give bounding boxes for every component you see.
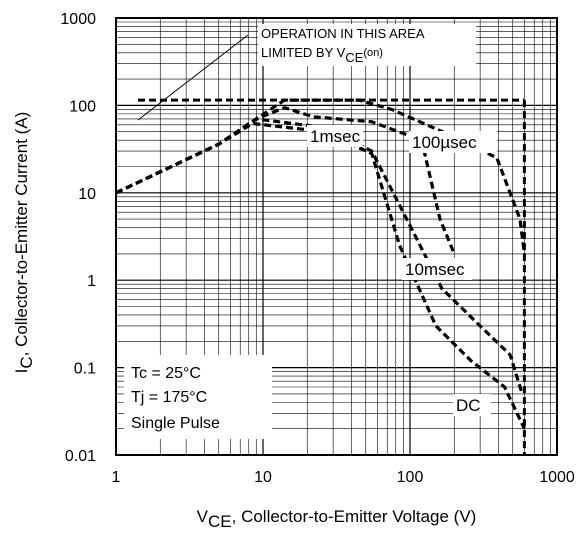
y-axis-title-main: I [12,369,31,374]
x-axis-title-main: V [197,507,209,526]
condition-tc: Tc = 25°C [131,365,201,382]
series-label-1ms: 1msec [310,127,361,146]
plot-frame [115,17,558,456]
annotation-line-2: LIMITED BY VCE(on) [261,45,383,65]
y-tick-label: 1 [87,273,96,290]
y-tick-label: 10 [78,186,96,203]
y-axis-title-subscript: C [17,356,36,368]
series-label-10ms: 10msec [405,260,465,279]
series-line-1 [115,106,456,255]
y-axis-title-rest: , Collector-to-Emitter Current (A) [12,112,31,357]
annotation-box [258,24,476,66]
series-line-3 [115,121,526,430]
annotation-leader-line [137,34,249,121]
limit-lines [138,98,526,455]
y-tick-label: 0.01 [65,448,96,465]
annotation-line-1: OPERATION IN THIS AREA [261,26,425,41]
x-axis-title-subscript: CE [208,512,232,531]
x-tick-label: 1000 [539,469,575,486]
tick-labels: 1 10 100 1000 1000 100 10 1 0.1 0.01 [60,11,574,486]
label-box-10ms [402,258,472,280]
annotation-suffix: (on) [363,47,383,59]
label-box-1ms [307,125,363,147]
x-tick-label: 100 [397,469,424,486]
series-label-dc: DC [456,396,481,415]
condition-tj: Tj = 175°C [131,389,207,406]
y-tick-label: 1000 [60,11,96,28]
x-axis-title-rest: , Collector-to-Emitter Voltage (V) [232,507,477,526]
y-tick-label: 100 [69,98,96,115]
x-tick-label: 10 [254,469,272,486]
annotation-subscript: CE [345,50,363,65]
label-box-dc [453,394,491,416]
y-axis-title: IC, Collector-to-Emitter Current (A) [12,112,36,374]
conditions-box [124,355,272,439]
condition-pulse: Single Pulse [131,415,220,432]
minor-grid [116,18,557,455]
x-axis-title: VCE, Collector-to-Emitter Voltage (V) [197,507,477,531]
series-label-100us: 100µsec [412,133,477,152]
y-tick-label: 0.1 [74,361,96,378]
series-line-0 [115,98,526,255]
x-tick-label: 1 [112,469,121,486]
label-box-100us [409,131,497,153]
annotation-main: LIMITED BY V [261,45,346,60]
series-layer [115,98,526,430]
